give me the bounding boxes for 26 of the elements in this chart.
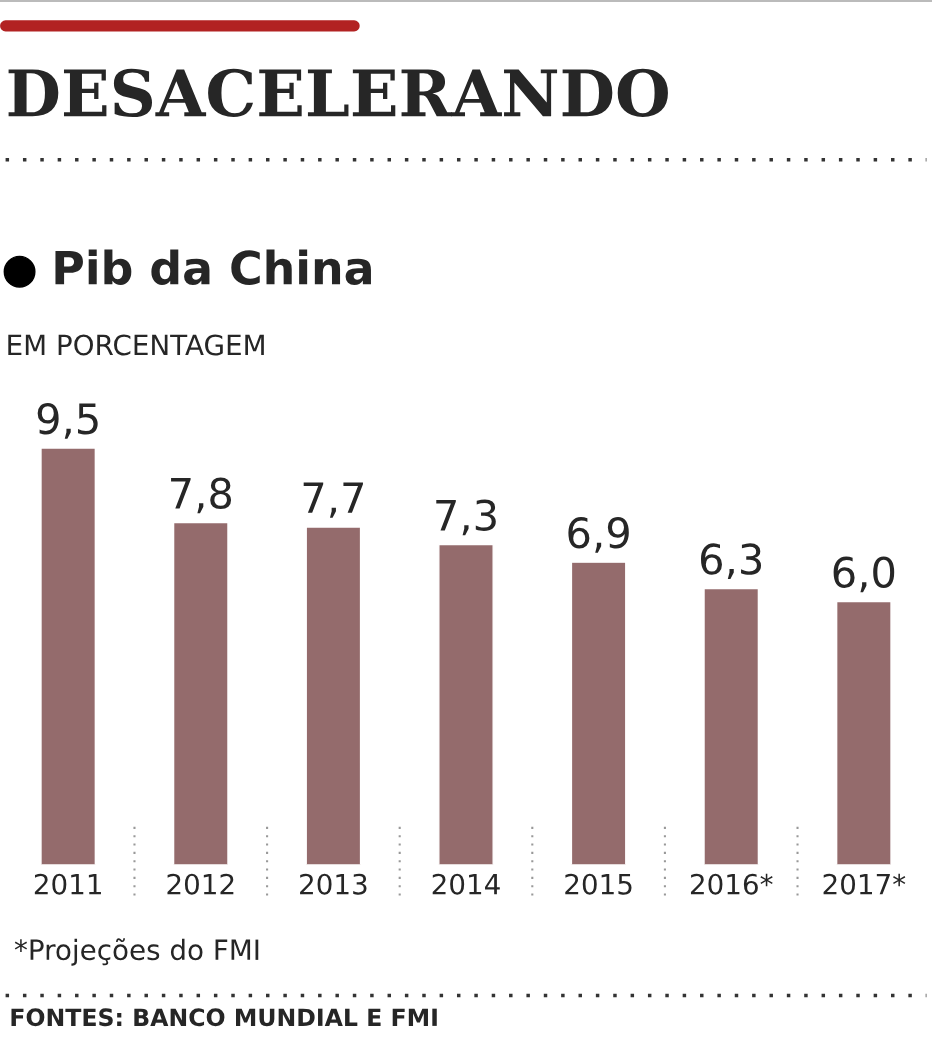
- data-label: 6,9: [568, 517, 629, 553]
- chart-title: DESACELERANDO: [8, 68, 668, 118]
- y-axis-title: EM PORCENTAGEM: [8, 334, 264, 356]
- text: *Projeções do FMI: [14, 938, 259, 966]
- data-label: 7,8: [171, 477, 232, 514]
- bar: [703, 587, 760, 865]
- x-tick-label: 2014: [432, 873, 500, 895]
- x-tick-label: 2015: [565, 873, 632, 895]
- chart-subtitle: Pib da China: [55, 249, 371, 285]
- bar: [570, 561, 627, 865]
- x-tick-label: 2017*: [823, 873, 906, 895]
- text: FONTES: BANCO MUNDIAL E FMI: [11, 1008, 437, 1027]
- x-tick-label: 2012: [167, 873, 234, 895]
- bar: [305, 526, 362, 865]
- data-label: 7,3: [436, 499, 496, 536]
- x-tick-label: 2011: [34, 873, 101, 895]
- x-tick-label: 2013: [300, 873, 367, 895]
- data-label: 6,0: [833, 556, 895, 593]
- bar: [438, 543, 494, 865]
- x-tick-label: 2016*: [690, 873, 773, 895]
- data-label: 9,5: [37, 402, 98, 439]
- bar: [172, 521, 229, 865]
- bar: [40, 447, 97, 865]
- bar: [835, 600, 892, 865]
- data-label: 7,7: [303, 482, 363, 518]
- data-label: 6,3: [701, 543, 762, 580]
